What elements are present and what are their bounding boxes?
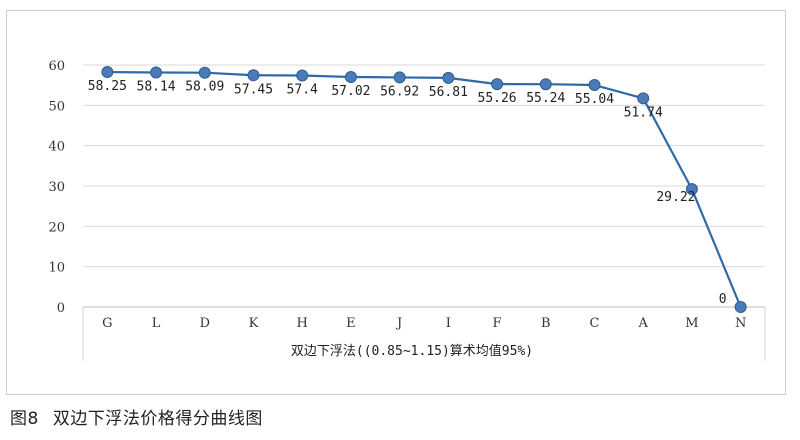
data-point [150,66,163,79]
x-tick-label: M [685,316,698,331]
y-tick-label: 50 [48,99,65,114]
x-tick-label: L [152,316,161,331]
figure-caption: 图8 双边下浮法价格得分曲线图 [10,404,263,429]
data-point [344,71,357,84]
category-axis-frame [82,307,766,361]
x-tick-label: K [249,316,259,331]
data-point [491,78,504,91]
data-point [101,66,114,79]
data-point [296,69,309,82]
data-point [685,183,698,196]
data-label: 55.26 [478,91,517,106]
series-markers [101,66,747,313]
data-point [734,301,747,313]
x-tick-label: C [590,316,600,331]
series-polyline [107,70,742,308]
data-label: 58.14 [137,80,176,95]
y-tick-label: 30 [48,180,65,195]
data-label: 56.81 [429,85,468,100]
x-tick-label: B [541,316,551,331]
data-labels: 58.25 58.14 58.09 57.45 57.4 57.02 56.92 56.81 5… [88,79,727,307]
x-tick-label: G [102,316,112,331]
data-label: 29.22 [656,190,695,205]
data-label: 56.92 [380,84,419,99]
data-point [539,78,552,91]
data-point [393,71,406,84]
x-tick-label: F [493,316,502,331]
data-point [442,71,455,84]
y-tick-label: 0 [57,301,65,316]
x-tick-label: A [638,316,649,331]
data-label: 58.25 [88,79,127,94]
data-label: 57.4 [287,82,318,97]
figure-caption-text: 双边下浮法价格得分曲线图 [52,409,263,429]
y-axis-ticks: 0 10 20 30 40 50 60 [48,59,65,316]
data-point [198,66,211,79]
y-tick-label: 10 [48,261,65,276]
data-point [637,92,650,105]
data-label: 57.02 [331,84,370,99]
data-label: 58.09 [185,80,224,95]
x-tick-label: I [446,316,451,331]
y-tick-label: 40 [48,140,65,155]
gridlines [83,64,765,308]
x-tick-label: E [346,316,356,331]
data-label: 57.45 [234,82,273,97]
y-tick-label: 60 [48,59,65,74]
data-point [588,79,601,92]
data-label: 0 [719,292,727,307]
x-tick-label: N [735,316,746,331]
data-point [247,69,260,82]
series-line [107,70,742,308]
x-tick-label: H [297,316,308,331]
y-tick-label: 20 [48,220,65,235]
x-axis-title: 双边下浮法((0.85~1.15)算术均值95%) [291,343,533,359]
data-label: 55.24 [526,91,565,106]
x-tick-label: J [395,316,402,331]
figure-number: 图8 [10,409,39,429]
x-tick-label: D [200,316,210,331]
data-label: 55.04 [575,92,614,107]
data-label: 51.74 [624,105,663,120]
